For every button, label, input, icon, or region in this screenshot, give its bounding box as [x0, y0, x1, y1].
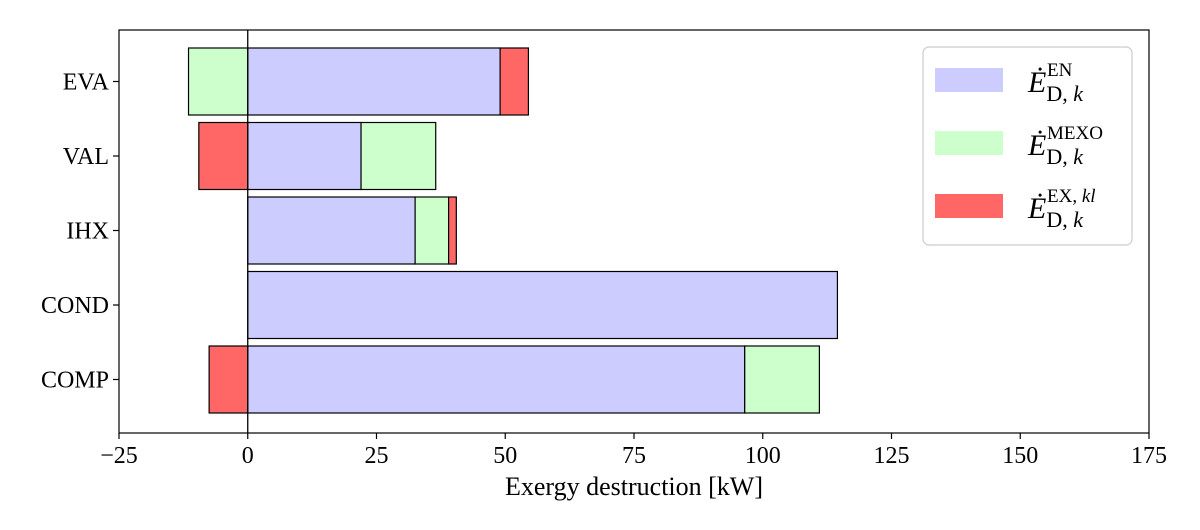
y-tick-label-val: VAL	[63, 144, 109, 170]
bar-val-en	[247, 121, 362, 191]
legend-label-en: ĖD, kEN	[1027, 60, 1084, 106]
bar-comp-mexo	[744, 345, 820, 414]
bar-ihx-mexo	[414, 196, 450, 265]
bar-cond-en	[247, 270, 839, 340]
bar-comp-exkl	[208, 345, 249, 414]
x-tick-label: 75	[622, 443, 646, 469]
bar-eva-exkl	[499, 47, 530, 116]
y-tick-label-eva: EVA	[63, 70, 110, 96]
y-tick-label-cond: COND	[41, 293, 109, 319]
x-tick-label: 150	[1002, 443, 1038, 469]
legend-label-mexo: ĖD, kMEXO	[1027, 123, 1103, 169]
bar-eva-en	[247, 47, 501, 116]
x-tick-label: 100	[745, 443, 781, 469]
y-axis-ticks: EVA VAL IHX COND COMP	[41, 70, 119, 394]
legend-swatch-mexo	[935, 131, 1003, 155]
legend-swatch-en	[935, 68, 1003, 92]
bars-group	[187, 47, 839, 414]
x-tick-label: 0	[242, 443, 254, 469]
x-axis-ticks: −25 0 25 50 75 100 125 150 175	[100, 433, 1167, 469]
legend-label-exkl: ĖD, kEX, kl	[1027, 186, 1096, 232]
bar-val-exkl	[198, 121, 249, 191]
legend-swatch-exkl	[935, 194, 1003, 218]
x-tick-label: 50	[493, 443, 517, 469]
legend: ĖD, kEN ĖD, kMEXO ĖD, kEX, kl	[922, 46, 1133, 246]
x-axis-title: Exergy destruction [kW]	[505, 472, 763, 501]
bar-ihx-en	[247, 196, 416, 265]
bar-ihx-exkl	[448, 196, 457, 265]
x-tick-label: −25	[100, 443, 138, 469]
x-tick-label: 25	[365, 443, 389, 469]
bar-val-mexo	[360, 121, 437, 191]
x-tick-label: 125	[874, 443, 910, 469]
bar-eva-mexo	[187, 47, 249, 116]
y-tick-label-ihx: IHX	[66, 219, 109, 245]
y-tick-label-comp: COMP	[41, 368, 109, 394]
x-tick-label: 175	[1131, 443, 1167, 469]
bar-comp-en	[247, 345, 746, 414]
